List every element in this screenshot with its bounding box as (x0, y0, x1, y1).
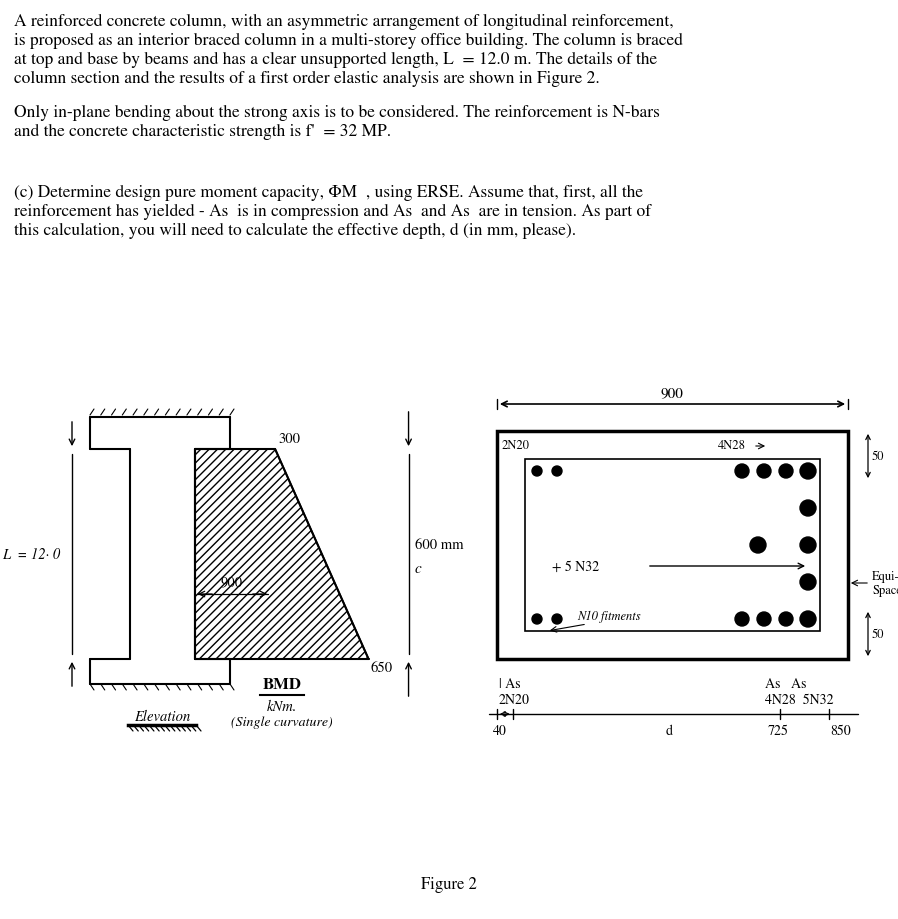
Text: N10 fitments: N10 fitments (577, 610, 640, 622)
Text: Figure 2: Figure 2 (421, 876, 477, 892)
Text: at top and base by beams and has a clear unsupported length, Lᵤ = 12.0 m. The de: at top and base by beams and has a clear… (14, 52, 657, 68)
Text: | As₁: | As₁ (499, 677, 524, 690)
Text: this calculation, you will need to calculate the effective depth, d (in mm, plea: this calculation, you will need to calcu… (14, 222, 577, 239)
Circle shape (800, 574, 816, 590)
Circle shape (532, 614, 542, 624)
Text: 50: 50 (872, 450, 885, 462)
Text: + 5 N32: + 5 N32 (552, 560, 599, 573)
Text: Lᵤ = 12· 0ᵐ: Lᵤ = 12· 0ᵐ (2, 548, 64, 562)
Text: 900: 900 (221, 575, 243, 588)
Text: (c) Determine design pure moment capacity, ΦMᵤₒ, using ERSE. Assume that, first,: (c) Determine design pure moment capacit… (14, 185, 643, 201)
Text: 50: 50 (872, 629, 885, 641)
Circle shape (552, 467, 562, 476)
Text: 4N28  5N32: 4N28 5N32 (765, 693, 833, 707)
Text: and the concrete characteristic strength is f'ᶜ = 32 MP.: and the concrete characteristic strength… (14, 124, 392, 140)
Circle shape (757, 612, 771, 627)
Text: Only in-plane bending about the strong axis is to be considered. The reinforceme: Only in-plane bending about the strong a… (14, 105, 660, 121)
Circle shape (532, 467, 542, 476)
Circle shape (800, 538, 816, 553)
Text: kNm.: kNm. (267, 699, 297, 713)
Bar (525, 460, 820, 631)
Text: Spaced: Spaced (872, 584, 898, 596)
Circle shape (801, 464, 815, 479)
Text: is proposed as an interior braced column in a multi-storey office building. The : is proposed as an interior braced column… (14, 33, 682, 49)
Text: 725: 725 (767, 724, 788, 738)
Text: c: c (415, 562, 421, 575)
Text: 600 mm: 600 mm (415, 538, 463, 551)
Text: 40: 40 (493, 724, 506, 738)
Text: 900: 900 (661, 386, 683, 400)
Circle shape (552, 614, 562, 624)
Text: Equi-: Equi- (872, 571, 898, 583)
Text: column section and the results of a first order elastic analysis are shown in Fi: column section and the results of a firs… (14, 71, 600, 87)
Circle shape (800, 463, 816, 480)
Text: 650: 650 (371, 662, 392, 675)
Text: As₂  As₃: As₂ As₃ (765, 677, 810, 690)
Circle shape (735, 464, 749, 479)
Text: 300: 300 (278, 432, 300, 446)
Circle shape (800, 611, 816, 628)
Text: (Single curvature): (Single curvature) (231, 715, 332, 728)
Text: 4N28: 4N28 (718, 439, 746, 451)
Text: reinforcement has yielded - As₁ is in compression and As₂ and As₃ are in tension: reinforcement has yielded - As₁ is in co… (14, 204, 651, 220)
Text: 2N20: 2N20 (499, 693, 530, 707)
Circle shape (750, 538, 766, 553)
Text: BMD: BMD (262, 677, 301, 691)
Text: Elevation: Elevation (134, 709, 190, 723)
Text: 850: 850 (831, 724, 851, 738)
Circle shape (757, 464, 771, 479)
Text: dₚᶜ: dₚᶜ (665, 724, 680, 738)
Circle shape (779, 464, 793, 479)
Circle shape (779, 612, 793, 627)
Text: 2N20: 2N20 (502, 439, 530, 451)
Bar (497, 432, 848, 659)
Circle shape (801, 612, 815, 627)
Circle shape (735, 612, 749, 627)
Text: A reinforced concrete column, with an asymmetric arrangement of longitudinal rei: A reinforced concrete column, with an as… (14, 14, 674, 30)
Circle shape (800, 501, 816, 516)
